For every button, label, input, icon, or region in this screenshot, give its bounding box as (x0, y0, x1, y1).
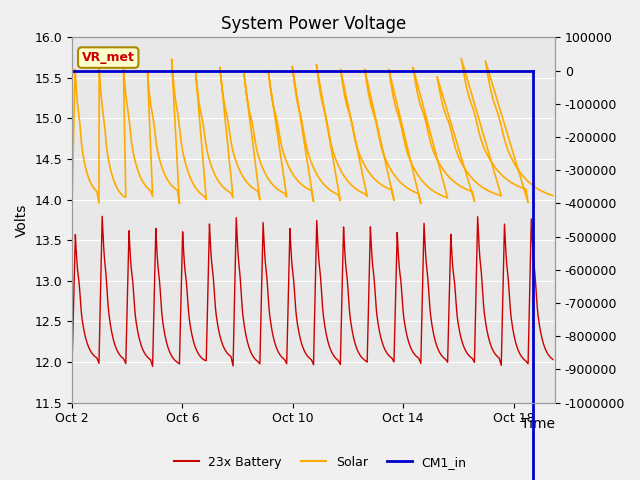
Text: Time: Time (521, 417, 555, 431)
Y-axis label: Volts: Volts (15, 203, 29, 237)
Title: System Power Voltage: System Power Voltage (221, 15, 406, 33)
Legend: 23x Battery, Solar, CM1_in: 23x Battery, Solar, CM1_in (168, 451, 472, 474)
Text: VR_met: VR_met (82, 51, 134, 64)
